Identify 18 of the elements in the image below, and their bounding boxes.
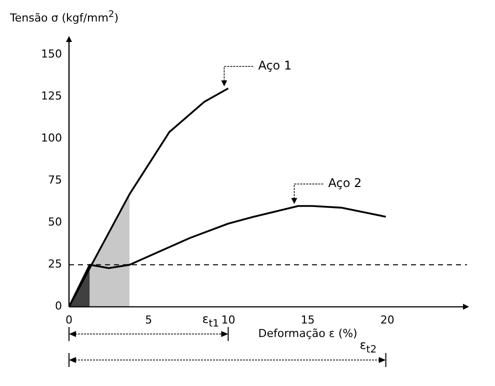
text: ε$_{t2}$ xyxy=(360,338,377,358)
y-axis-title: Tensão σ (kgf/mm$^{2}$) xyxy=(10,8,119,26)
y-tick-label: 125 xyxy=(40,90,62,103)
y-tick-label: 100 xyxy=(40,132,62,145)
series-label: Aço 2 xyxy=(328,176,362,190)
text: Aço 1 xyxy=(258,58,292,73)
x-tick-label: 15 xyxy=(300,313,315,326)
y-tick-label: 25 xyxy=(48,258,62,271)
y-tick-label: 150 xyxy=(40,48,62,61)
text: ε$_{t1}$ xyxy=(202,312,219,332)
x-tick-label: 5 xyxy=(145,313,152,326)
x-tick-label: 20 xyxy=(380,313,394,326)
x-tick-label: 0 xyxy=(65,313,72,326)
x-tick-label: 10 xyxy=(221,313,236,326)
y-tick-label: 50 xyxy=(48,216,62,229)
y-tick-label: 0 xyxy=(54,300,62,313)
x-axis-title: Deformação ε (%) xyxy=(258,326,358,341)
y-tick-label: 75 xyxy=(48,174,62,187)
